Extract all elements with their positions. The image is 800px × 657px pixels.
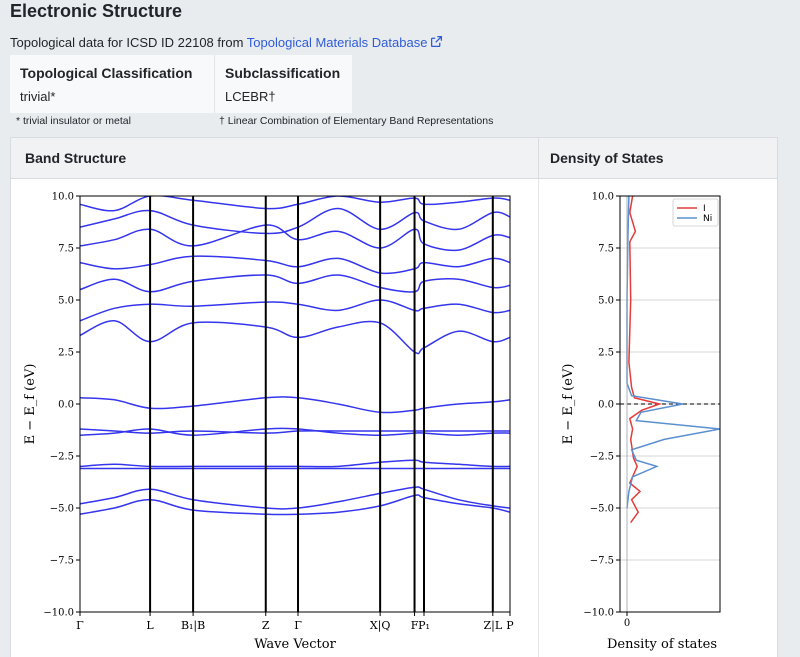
subclassification-cell: Subclassification LCEBR† xyxy=(215,55,352,113)
card-body xyxy=(11,179,777,657)
dos-ytick-label: 2.5 xyxy=(598,348,614,359)
dos-ytick-label: −5.0 xyxy=(590,504,614,515)
kpoint-label: P xyxy=(506,619,514,632)
dos-ylabel: E − E_f (eV) xyxy=(561,364,576,445)
band-structure-plot: −10.0 −7.5 −5.0 −2.5 0.0 2.5 5.0 7.5 10.0 Γ L B₁|B… xyxy=(23,192,514,653)
band-line xyxy=(80,494,510,516)
dos-series-line xyxy=(628,196,663,524)
dos-ytick-label: 7.5 xyxy=(598,244,614,255)
band-ytick-label: −7.5 xyxy=(50,556,74,567)
band-line xyxy=(80,320,510,355)
dos-ytick-label: 10.0 xyxy=(592,192,614,203)
source-prefix: Topological data for ICSD ID 22108 from xyxy=(10,35,247,50)
density-of-states-header: Density of States xyxy=(550,150,664,166)
band-ytick-label: 5.0 xyxy=(58,296,74,307)
band-ylabel: E − E_f (eV) xyxy=(23,364,38,445)
band-xlabel: Wave Vector xyxy=(254,637,336,652)
topological-classification-value: trivial* xyxy=(20,89,56,104)
band-ytick-label: 0.0 xyxy=(58,400,74,411)
dos-ytick-label: 0.0 xyxy=(598,400,614,411)
source-line: Topological data for ICSD ID 22108 from … xyxy=(10,35,443,50)
footnote-lcebr: † Linear Combination of Elementary Band … xyxy=(219,115,494,127)
band-ytick-label: 7.5 xyxy=(58,244,74,255)
dos-xtick-label: 0 xyxy=(624,618,630,629)
card-header: Band Structure Density of States xyxy=(11,138,777,179)
kpoint-label: Z xyxy=(262,619,270,632)
band-line xyxy=(80,299,510,322)
dos-xlabel: Density of states xyxy=(607,637,717,652)
dos-ytick-label: −7.5 xyxy=(590,556,614,567)
topological-classification-header: Topological Classification xyxy=(20,65,193,81)
dos-ytick-label: −2.5 xyxy=(590,452,614,463)
topological-database-link[interactable]: Topological Materials Database xyxy=(247,35,444,50)
band-line xyxy=(80,255,510,275)
band-line xyxy=(80,486,510,510)
dos-legend-label: Ni xyxy=(703,214,712,224)
page-title: Electronic Structure xyxy=(10,1,183,21)
electronic-structure-card: Band Structure Density of States xyxy=(10,137,778,657)
classification-table: Topological Classification trivial* Subc… xyxy=(10,55,352,113)
kpoint-label: Γ xyxy=(76,619,84,632)
subclassification-value: LCEBR† xyxy=(225,89,276,104)
footnote-trivial: * trivial insulator or metal xyxy=(16,115,131,127)
band-ytick-label: −5.0 xyxy=(50,504,74,515)
band-line xyxy=(80,196,510,212)
external-link-icon xyxy=(431,35,443,48)
subclassification-header: Subclassification xyxy=(225,65,341,81)
dos-ytick-label: 5.0 xyxy=(598,296,614,307)
kpoint-label: P₁ xyxy=(418,619,430,632)
dos-legend: INi xyxy=(672,198,719,227)
kpoint-label: Z|L xyxy=(483,619,502,633)
kpoint-label: Γ xyxy=(294,619,302,632)
dos-axes-frame xyxy=(619,195,721,613)
kpoint-label: B₁|B xyxy=(181,619,205,633)
band-axes-frame xyxy=(79,195,511,613)
dos-legend-label: I xyxy=(703,204,706,214)
band-ytick-label: 2.5 xyxy=(58,348,74,359)
kpoint-label: L xyxy=(146,619,154,632)
band-line xyxy=(80,459,510,468)
kpoint-label: F xyxy=(411,619,419,632)
band-ytick-label: 10.0 xyxy=(52,192,74,203)
band-structure-header: Band Structure xyxy=(25,150,127,166)
band-line xyxy=(80,274,510,293)
band-ytick-label: −2.5 xyxy=(50,452,74,463)
topological-classification-cell: Topological Classification trivial* xyxy=(10,55,215,113)
dos-ytick-label: −10.0 xyxy=(583,608,614,619)
band-ytick-label: −10.0 xyxy=(43,608,74,619)
density-of-states-plot: −10.0−7.5−5.0−2.50.02.55.07.510.0 INi 0 … xyxy=(561,192,721,652)
band-line xyxy=(80,396,510,414)
kpoint-label: X|Q xyxy=(370,619,391,633)
